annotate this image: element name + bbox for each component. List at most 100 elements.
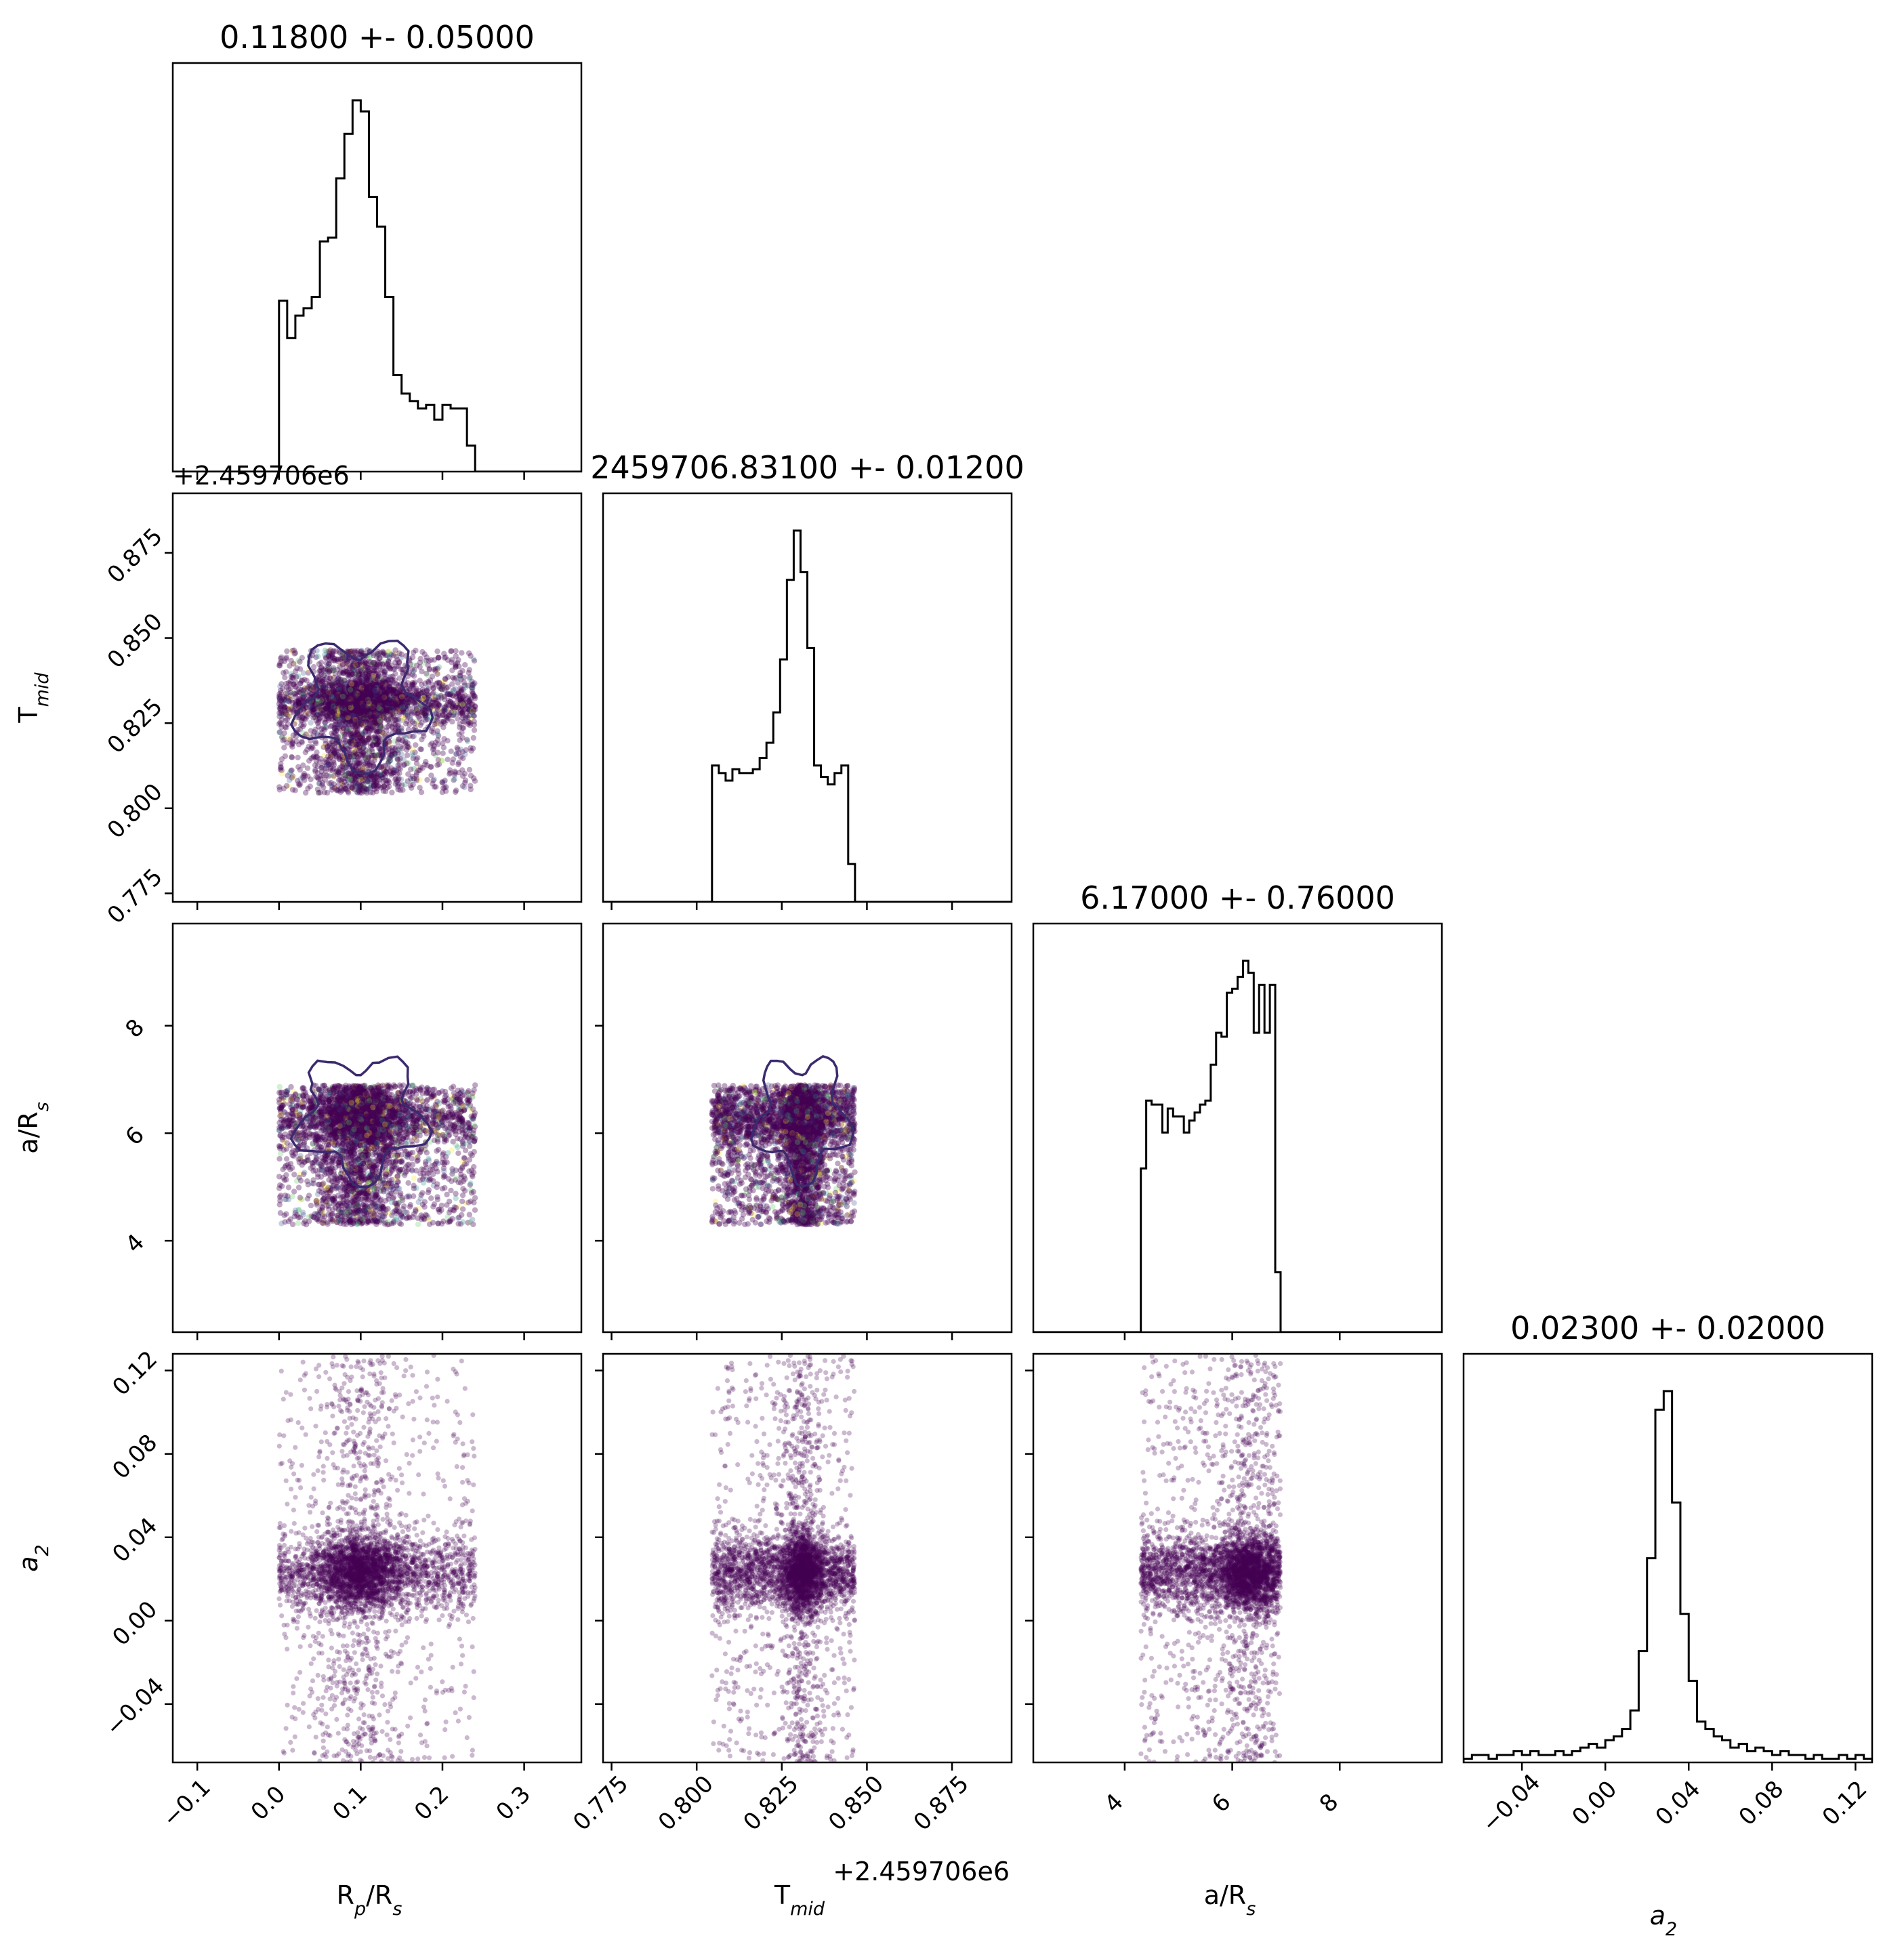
sample-point [319,697,325,704]
sample-point [445,713,452,719]
sample-point [350,662,356,669]
sample-point [337,690,344,697]
sample-point [367,701,373,707]
sample-point [344,702,351,709]
sample-point [386,757,392,764]
sample-point [373,782,379,788]
sample-point [395,750,401,756]
sample-point [354,707,360,714]
sample-point [472,703,478,709]
sample-point [304,709,310,715]
sample-point [358,751,364,758]
sample-point [312,703,318,709]
sample-point [356,698,362,704]
sample-point [459,715,465,722]
sample-point [329,655,335,661]
sample-point [367,680,373,686]
sample-point [404,706,410,712]
sample-point [411,709,417,716]
sample-point [409,666,415,672]
sample-point [392,693,398,699]
sample-point [374,710,380,717]
sample-point [463,715,469,722]
sample-point [280,695,286,701]
sample-point [347,693,353,700]
sample-point [358,774,365,781]
sample-point [385,716,392,722]
sample-point [340,690,347,697]
sample-point [470,656,477,663]
sample-point [314,753,320,760]
sample-point [457,676,463,682]
sample-point [360,715,367,721]
sample-point [390,674,396,680]
sample-point [371,724,377,730]
histogram-tmid [603,529,1012,902]
sample-point [336,699,343,705]
sample-point [367,735,373,741]
sample-point [346,682,353,688]
sample-point [360,713,367,720]
sample-point [367,674,373,680]
sample-point [344,669,350,676]
sample-point [405,699,411,705]
sample-point [396,711,402,718]
sample-point [369,724,376,730]
sample-point [417,767,423,774]
sample-point [360,670,367,676]
sample-point [423,697,430,703]
sample-point [301,770,308,777]
sample-point [337,707,344,714]
sample-point [346,686,352,693]
sample-point [377,690,384,697]
sample-point [384,707,390,713]
sample-point [325,690,331,697]
sample-point [428,772,434,779]
sample-point [379,704,386,710]
sample-point [331,774,337,781]
sample-point [365,684,371,690]
sample-point [392,751,398,757]
sample-point [392,671,398,677]
sample-point [365,736,371,743]
sample-point [460,699,466,705]
sample-point [331,675,337,681]
sample-point [365,779,371,785]
sample-point [308,755,314,762]
sample-point [444,690,451,697]
sample-point [289,699,296,706]
sample-point [468,720,474,726]
sample-point [337,703,343,709]
sample-point [368,702,374,708]
sample-point [334,657,340,663]
sample-point [288,768,294,774]
sample-point [445,690,451,697]
sample-point [368,691,374,697]
sample-point [357,704,363,710]
sample-point [297,680,304,686]
sample-point [367,695,373,701]
sample-point [331,760,337,766]
sample-point [375,701,381,707]
sample-point [319,691,325,698]
sample-point [276,729,283,736]
sample-point [344,703,350,709]
sample-point [444,1150,451,1156]
sample-point [314,702,320,709]
sample-point [324,649,330,655]
sample-point [306,758,312,764]
sample-point [387,716,393,723]
sample-point [359,717,365,723]
sample-point [411,733,417,739]
sample-point [331,705,337,711]
sample-point [471,658,478,664]
sample-point [350,701,356,707]
sample-point [372,695,378,701]
sample-point [423,709,430,716]
sample-point [369,748,375,755]
corner-panels: 0.11800 +- 0.050000.7750.8000.8250.8500.… [100,19,1874,1838]
sample-point [394,682,400,688]
sample-point [308,703,315,709]
sample-point [366,766,373,772]
sample-point [362,686,368,692]
